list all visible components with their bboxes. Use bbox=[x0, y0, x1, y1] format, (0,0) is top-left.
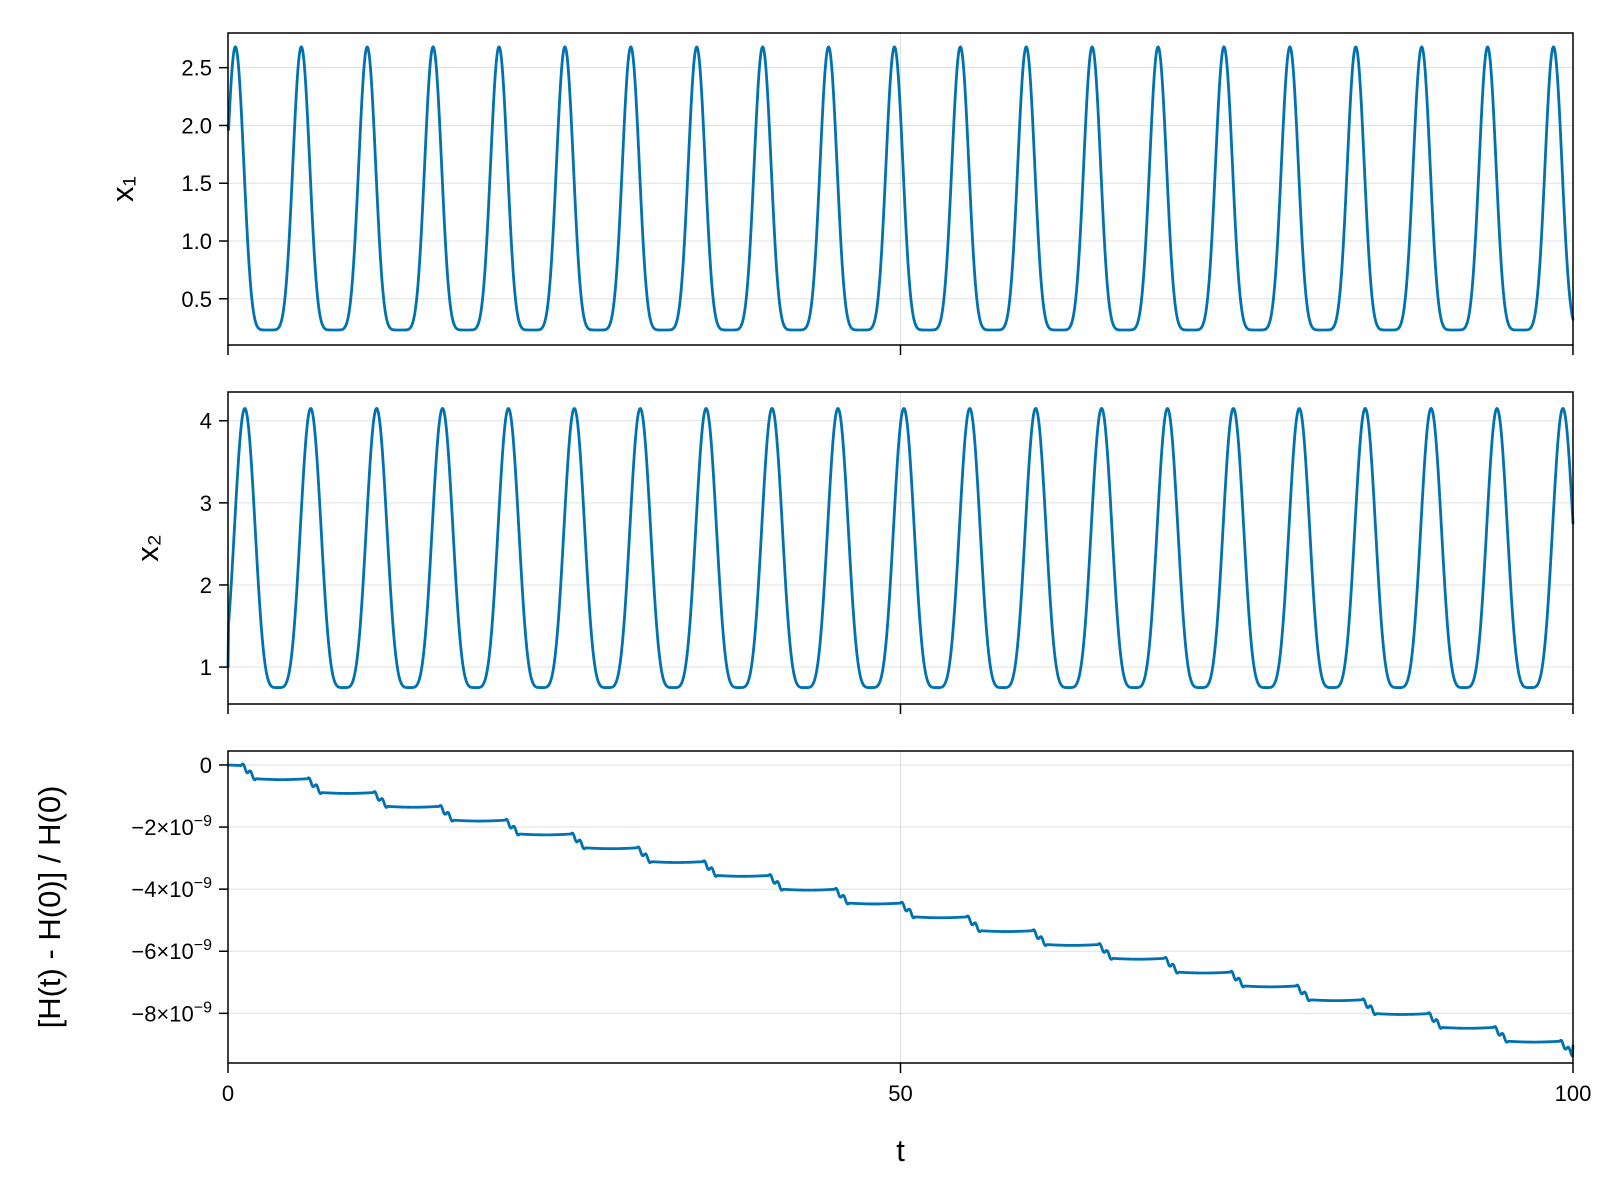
y-tick-label: 2.5 bbox=[181, 56, 212, 81]
y-tick-exponent: −9 bbox=[194, 937, 212, 954]
y-tick-label: −6×10−9 bbox=[131, 937, 212, 964]
y-tick-label: 0.5 bbox=[181, 287, 212, 312]
x-tick-label: 50 bbox=[888, 1081, 912, 1106]
y-tick-label: 2.0 bbox=[181, 113, 212, 138]
series-line bbox=[226, 45, 1575, 332]
y-axis-label: x₁ bbox=[105, 176, 140, 202]
y-tick-label: 1.5 bbox=[181, 171, 212, 196]
series-line bbox=[226, 762, 1575, 1058]
x1-panel: 0.5 1.0 1.5 2.0 2.5 x₁ bbox=[105, 32, 1575, 355]
y-tick-label: 4 bbox=[200, 409, 212, 434]
y-tick-mantissa: 0 bbox=[200, 753, 212, 778]
y-tick-label: 3 bbox=[200, 491, 212, 516]
y-tick-exponent: −9 bbox=[194, 875, 212, 892]
series-line bbox=[226, 407, 1575, 689]
y-tick-exponent: −9 bbox=[194, 999, 212, 1016]
y-tick-label: −4×10−9 bbox=[131, 875, 212, 902]
y-tick-label: 2 bbox=[200, 573, 212, 598]
y-tick-mantissa: −2×10 bbox=[131, 815, 193, 840]
y-tick-label: 1 bbox=[200, 655, 212, 680]
x-tick-label: 100 bbox=[1555, 1081, 1592, 1106]
y-axis-label: [H(t) - H(0)] / H(0) bbox=[32, 786, 67, 1029]
x-tick-label: 0 bbox=[222, 1081, 234, 1106]
y-tick-label: −8×10−9 bbox=[131, 999, 212, 1026]
y-tick-mantissa: −4×10 bbox=[131, 877, 193, 902]
y-axis-label: x₂ bbox=[130, 534, 165, 562]
x-axis-label: t bbox=[896, 1133, 905, 1168]
x2-panel: 1 2 3 4 x₂ bbox=[130, 391, 1575, 714]
y-tick-label: −2×10−9 bbox=[131, 813, 212, 840]
y-tick-mantissa: −8×10 bbox=[131, 1001, 193, 1026]
energy-error-panel: 0 50 1000−2×10−9−4×10−9−6×10−9−8×10−9[H(t)… bbox=[32, 750, 1592, 1168]
y-tick-label: 1.0 bbox=[181, 229, 212, 254]
y-tick-mantissa: −6×10 bbox=[131, 939, 193, 964]
y-tick-exponent: −9 bbox=[194, 813, 212, 830]
y-tick-label: 0 bbox=[200, 753, 212, 778]
